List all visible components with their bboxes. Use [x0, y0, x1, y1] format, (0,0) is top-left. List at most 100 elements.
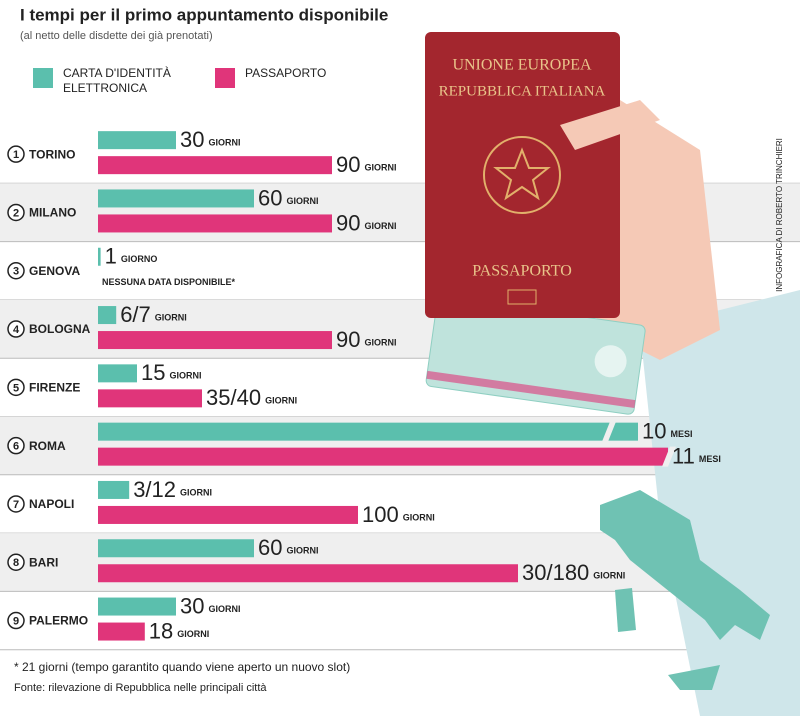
rank-number: 7	[13, 499, 19, 511]
rank-number: 5	[13, 382, 19, 394]
value-label: 10	[642, 418, 666, 443]
rank-badge	[7, 495, 25, 513]
value-label: 1	[105, 244, 117, 269]
bar	[98, 539, 254, 558]
chart-subtitle: (al netto delle disdette dei già prenota…	[20, 30, 213, 42]
category-label: GENOVA	[29, 264, 80, 278]
category-label: NAPOLI	[29, 497, 74, 511]
bar	[98, 505, 358, 524]
value-unit: GIORNI	[265, 396, 297, 406]
rank-number: 1	[13, 149, 19, 161]
rank-badge	[7, 320, 25, 338]
category-label: PALERMO	[29, 614, 88, 628]
value-label: 35/40	[206, 385, 261, 410]
emblem-star	[493, 147, 551, 201]
rank-number: 2	[13, 207, 19, 219]
value-unit: GIORNI	[403, 512, 435, 522]
rank-badge	[7, 611, 25, 630]
value-unit: GIORNI	[364, 221, 396, 231]
bar	[98, 364, 137, 383]
chip-icon	[507, 289, 537, 305]
bar	[98, 131, 176, 150]
rank-badge	[7, 145, 25, 163]
passport-text: UNIONE EUROPEA	[452, 57, 592, 74]
category-label: BARI	[29, 555, 58, 569]
value-unit: GIORNI	[286, 546, 318, 556]
italy-map	[600, 490, 770, 640]
rank-number: 3	[13, 266, 19, 278]
value-label: 60	[258, 185, 282, 210]
id-card	[425, 296, 646, 415]
rank-number: 4	[13, 324, 20, 336]
value-unit: GIORNI	[593, 571, 625, 581]
rank-badge	[7, 553, 25, 571]
axis-break	[602, 421, 616, 442]
value-label: 60	[258, 535, 282, 560]
value-unit: GIORNI	[364, 337, 396, 347]
bar	[98, 597, 176, 616]
bar	[98, 447, 668, 466]
passport	[425, 32, 620, 318]
value-unit: GIORNI	[208, 138, 240, 148]
value-unit: GIORNI	[286, 196, 318, 206]
category-label: MILANO	[29, 206, 76, 220]
category-label: TORINO	[29, 147, 75, 161]
bar	[98, 389, 202, 408]
bar	[98, 622, 145, 641]
value-unit: GIORNI	[155, 312, 187, 322]
thumb	[560, 100, 660, 150]
axis-break	[522, 563, 536, 584]
category-label: BOLOGNA	[29, 322, 91, 336]
value-unit: GIORNI	[208, 604, 240, 614]
emblem	[483, 136, 561, 214]
plot: CARTA D'IDENTITÀ ELETTRONICA PASSAPORTO 1 TO…	[7, 65, 721, 643]
axis-break	[662, 446, 676, 467]
rank-badge	[7, 262, 25, 280]
category-label: FIRENZE	[29, 381, 80, 395]
bar	[98, 214, 332, 233]
legend-label: CARTA D'IDENTITÀ ELETTRONICA	[63, 65, 171, 95]
source: Fonte: rilevazione di Repubblica nelle p…	[14, 682, 267, 694]
value-unit: GIORNO	[121, 254, 158, 264]
bar	[98, 189, 254, 208]
value-label: 11	[672, 443, 695, 468]
sardinia	[615, 588, 636, 632]
footnote: * 21 giorni (tempo garantito quando vien…	[14, 660, 350, 674]
value-unit: MESI	[670, 429, 692, 439]
rank-number: 6	[13, 441, 19, 453]
value-label: 90	[336, 327, 360, 352]
value-unit: GIORNI	[364, 163, 396, 173]
rank-number: 8	[13, 557, 19, 569]
bar	[98, 422, 638, 441]
legend-swatch	[33, 68, 53, 88]
value-label: 30	[180, 593, 204, 618]
credit: INFOGRAFICA DI ROBERTO TRINCHIERI	[775, 138, 784, 292]
chart-title: I tempi per il primo appuntamento dispon…	[20, 5, 388, 24]
bar	[98, 156, 332, 175]
value-label: 3/12	[133, 477, 176, 502]
value-label: 15	[141, 360, 165, 385]
bar	[98, 331, 332, 350]
rank-badge	[7, 203, 25, 222]
value-label: 90	[336, 210, 360, 235]
value-label: 30	[180, 127, 204, 152]
illustration: UNIONE EUROPEA REPUBBLICA ITALIANA PASSA…	[425, 32, 800, 716]
value-unit: GIORNI	[180, 487, 212, 497]
category-label: ROMA	[29, 439, 66, 453]
value-label: 100	[362, 502, 399, 527]
legend-swatch	[215, 68, 235, 88]
bar	[98, 564, 518, 583]
value-unit: GIORNI	[177, 629, 209, 639]
value-label: NESSUNA DATA DISPONIBILE*	[102, 277, 236, 287]
value-unit: MESI	[699, 454, 721, 464]
passport-text: REPUBBLICA ITALIANA	[439, 83, 606, 99]
value-label: 30/180	[522, 560, 589, 585]
sicily	[668, 665, 720, 690]
value-label: 90	[336, 152, 360, 177]
value-unit: GIORNI	[169, 371, 201, 381]
rank-badge	[7, 436, 25, 455]
bar	[98, 480, 130, 499]
bar	[98, 306, 117, 325]
value-label: 6/7	[120, 302, 151, 327]
